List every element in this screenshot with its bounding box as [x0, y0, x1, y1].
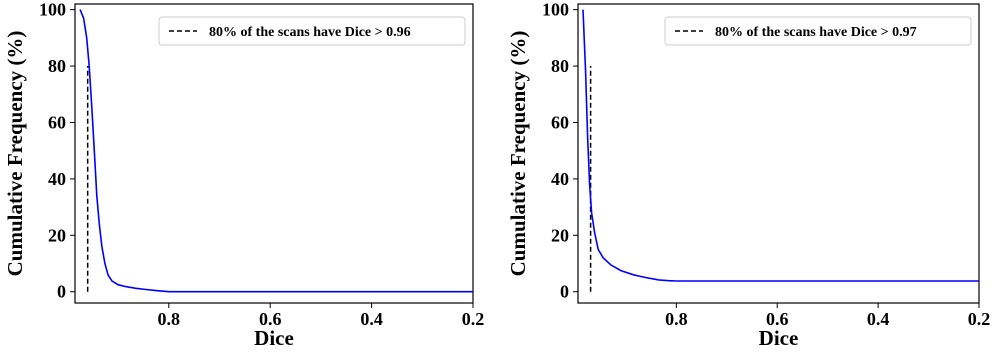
x-tick-label: 0.4	[867, 309, 890, 329]
y-tick-label: 80	[48, 56, 66, 76]
plot-frame	[74, 3, 474, 304]
series-line-1	[79, 9, 473, 293]
y-tick-label: 20	[551, 225, 569, 245]
y-tick-label: 0	[560, 282, 569, 302]
y-tick-label: 80	[551, 56, 569, 76]
x-tick-label: 0.8	[665, 309, 688, 329]
y-tick-label: 100	[542, 0, 569, 20]
y-tick-label: 40	[551, 169, 569, 189]
y-tick-label: 100	[39, 0, 66, 20]
y-axis-label: Cumulative Frequency (%)	[3, 31, 27, 277]
chart-panel-2: 0 20 40 60 80 100 0.8 0.6 0.4 0.2 Dice Cumulative F…	[506, 0, 990, 350]
x-tick-label: 0.2	[968, 309, 991, 329]
x-axis-label: Dice	[759, 326, 799, 350]
legend-label: 80% of the scans have Dice > 0.97	[715, 25, 917, 40]
y-tick-label: 0	[57, 282, 66, 302]
y-tick-label: 40	[48, 169, 66, 189]
x-tick-label: 0.8	[158, 309, 181, 329]
chart-panel-1: 0 20 40 60 80 100 0.8 0.6 0.4 0.2 Dice Cumulative F…	[3, 0, 484, 350]
x-tick-label: 0.6	[259, 309, 282, 329]
y-tick-label: 60	[48, 112, 66, 132]
x-tick-label: 0.4	[360, 309, 383, 329]
legend-box	[158, 16, 466, 46]
legend-box	[664, 16, 972, 46]
y-tick-label: 60	[551, 112, 569, 132]
x-tick-label: 0.6	[766, 309, 789, 329]
plot-frame	[577, 3, 980, 304]
y-axis-label: Cumulative Frequency (%)	[506, 31, 530, 277]
series-line-1	[582, 9, 979, 282]
x-axis-label: Dice	[254, 326, 294, 350]
legend-label: 80% of the scans have Dice > 0.96	[209, 25, 411, 40]
y-tick-label: 20	[48, 225, 66, 245]
x-tick-label: 0.2	[462, 309, 485, 329]
